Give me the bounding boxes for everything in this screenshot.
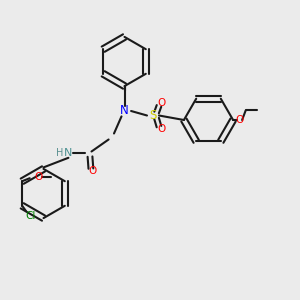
Text: N: N xyxy=(64,148,73,158)
Text: N: N xyxy=(120,104,129,118)
Text: O: O xyxy=(157,124,166,134)
Text: S: S xyxy=(149,109,157,122)
Text: O: O xyxy=(88,166,96,176)
Text: O: O xyxy=(34,172,42,182)
Text: Cl: Cl xyxy=(26,211,36,221)
Text: O: O xyxy=(157,98,166,109)
Text: H: H xyxy=(56,148,64,158)
Text: O: O xyxy=(236,115,244,125)
